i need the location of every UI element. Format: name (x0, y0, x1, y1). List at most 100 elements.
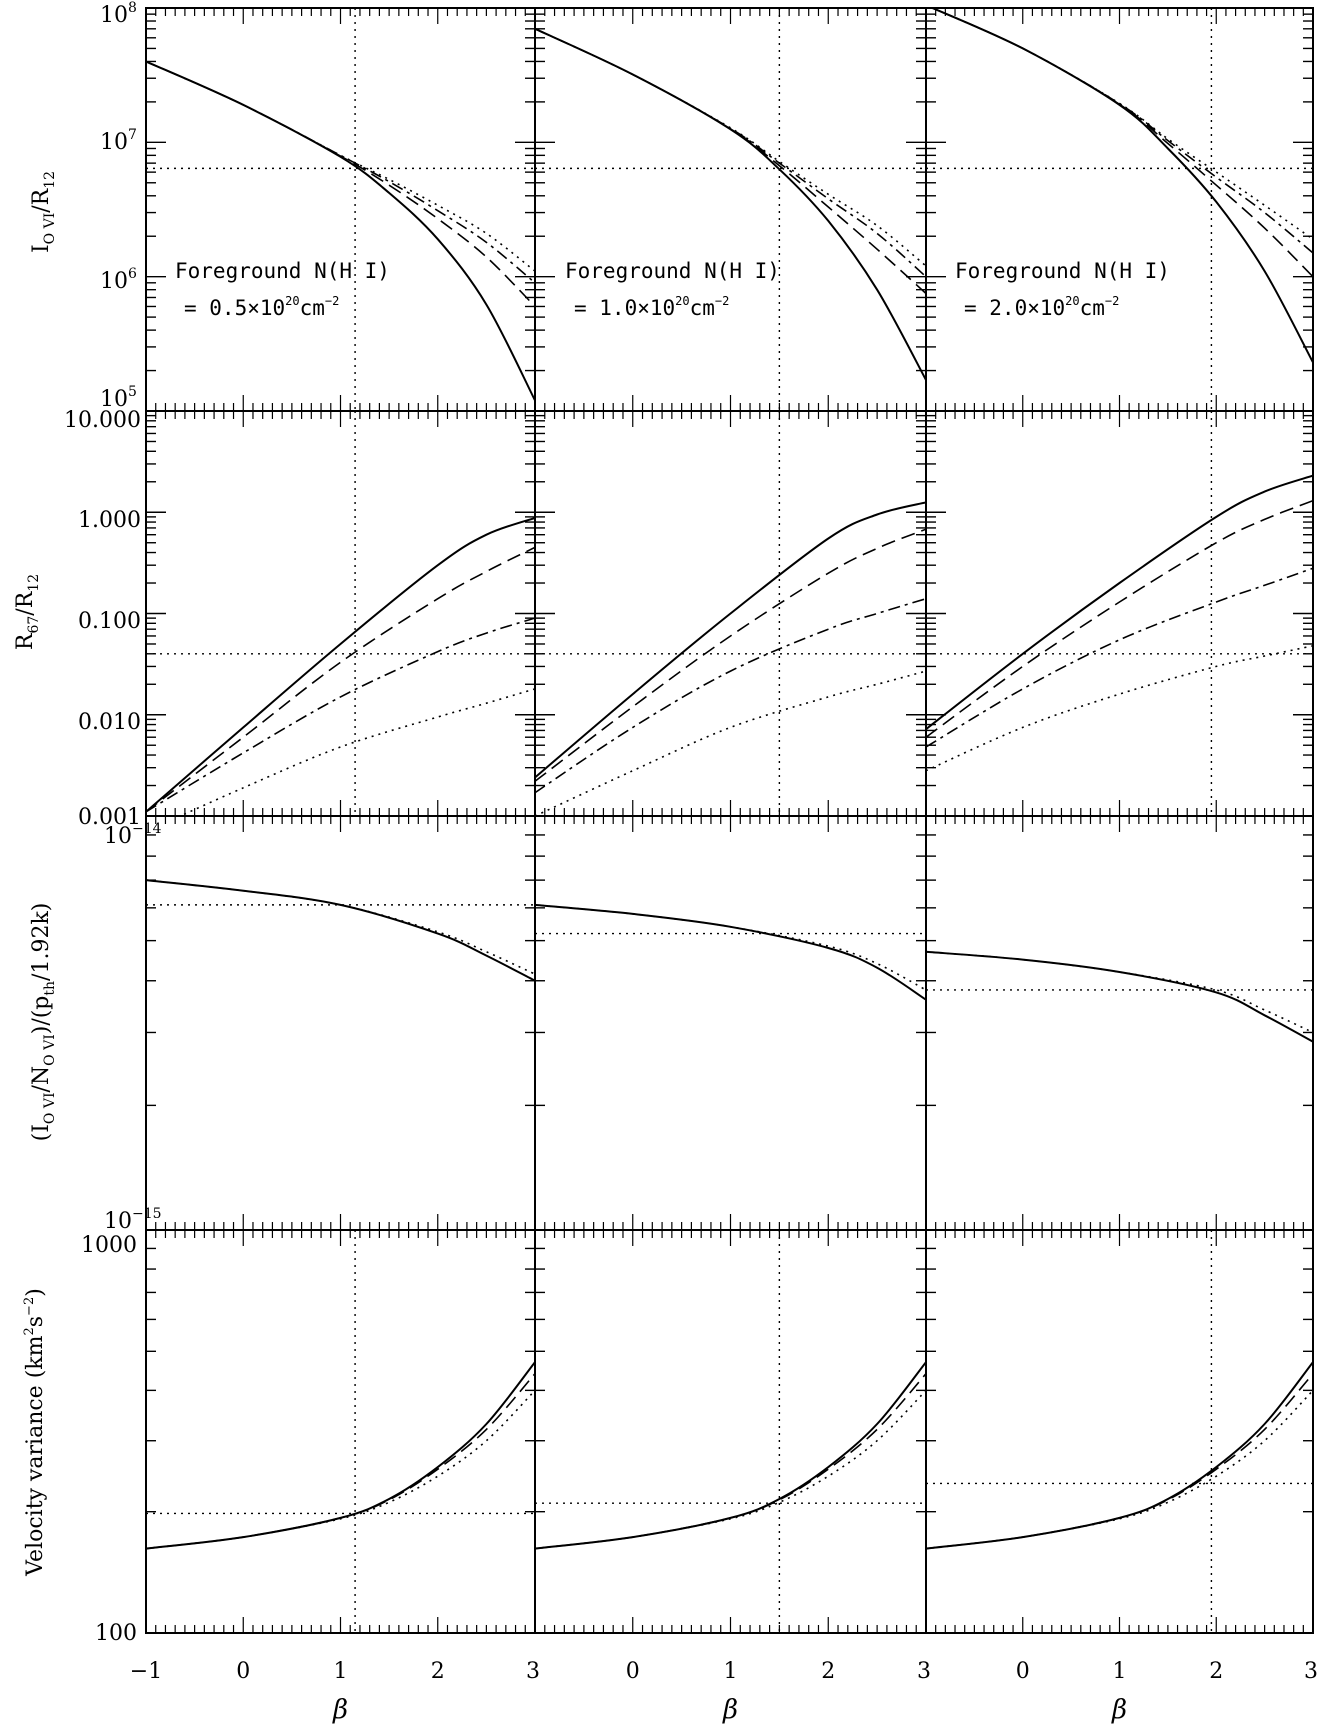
series-dot-line (178, 688, 535, 816)
y-tick-label: 107 (100, 127, 137, 155)
series-solid-line (146, 1361, 535, 1550)
series-solid-line (535, 501, 926, 779)
y-tick-label: 10−14 (104, 821, 162, 849)
y-axis-title-pressure: (IO VI/NO VI)/(pth/1.92k) (29, 903, 58, 1142)
series-solid-line (926, 474, 1313, 730)
series-dot-line (926, 645, 1313, 772)
panel-curves-r3-c3 (926, 950, 1313, 1043)
y-tick-label: 10−15 (104, 1206, 162, 1234)
series-dot-line (535, 1389, 926, 1550)
y-tick-label: 0.100 (78, 609, 141, 634)
series-dashdot-line (930, 8, 1313, 254)
x-axis-title: β (332, 1695, 348, 1725)
x-tick-label: 2 (431, 1659, 445, 1684)
y-tick-label: 108 (100, 0, 137, 28)
series-dot-line (146, 1389, 535, 1550)
panel-curves-r4-c3 (926, 1361, 1313, 1550)
panel-frame-r2-c3 (925, 410, 1314, 817)
panel-frame-r4-c1 (145, 1229, 536, 1634)
y-axis-title-ratio: R67/R12 (13, 574, 42, 650)
series-solid-line (926, 950, 1313, 1043)
series-dash-line (146, 1373, 535, 1550)
x-tick-label: 1 (724, 1659, 738, 1684)
annotation-foreground-label: Foreground N(H I) (175, 259, 390, 283)
series-dot-line (535, 904, 926, 991)
series-dash-line (535, 528, 926, 782)
annotation-foreground-label: Foreground N(H I) (955, 259, 1170, 283)
panel-curves-r4-c1 (146, 1361, 535, 1550)
panel-frame-r3-c3 (925, 815, 1314, 1231)
panel-frame-r1-c3 (925, 7, 1314, 412)
panel-curves-r4-c2 (535, 1361, 926, 1550)
series-solid-line (146, 60, 535, 401)
panel-curves-r3-c2 (535, 903, 926, 1001)
x-axis-title: β (1111, 1695, 1127, 1725)
series-dash-line (926, 1373, 1313, 1550)
y-axis-title-intensity: IO VI/R12 (29, 171, 58, 253)
panel-curves-r3-c1 (146, 879, 535, 982)
x-tick-label: 3 (1304, 1659, 1318, 1684)
annotation-foreground-value: = 2.0×1020cm−2 (964, 294, 1119, 320)
panel-frame-r4-c2 (534, 1229, 927, 1634)
y-axis-title-velocity: Velocity variance (km2s−2) (22, 1288, 48, 1577)
panel-curves-r2-c1 (146, 516, 535, 816)
axis-labels: 10810710610510.0001.0000.1000.0100.00110… (13, 0, 1318, 1725)
x-tick-label: 3 (917, 1659, 931, 1684)
x-tick-label: 0 (1016, 1659, 1030, 1684)
x-tick-label: 2 (1209, 1659, 1223, 1684)
series-dash-line (535, 1373, 926, 1550)
series-curves (146, 8, 1313, 1550)
series-dot-line (146, 60, 535, 272)
panel-frame-r3-c2 (534, 815, 927, 1231)
x-tick-label: 0 (236, 1659, 250, 1684)
panel-frame-r4-c3 (925, 1229, 1314, 1634)
y-tick-label: 0.010 (78, 710, 141, 735)
series-dot-line (930, 8, 1313, 240)
series-dashdot-line (535, 28, 926, 278)
y-tick-label: 1.000 (78, 508, 141, 533)
panel-curves-r1-c1 (146, 60, 535, 401)
panel-curves-r1-c2 (535, 27, 926, 381)
series-dashdot-line (926, 567, 1313, 748)
series-dash-line (146, 60, 535, 308)
series-dot-line (535, 670, 926, 816)
y-tick-label: 10.000 (64, 408, 141, 433)
series-dot-line (926, 951, 1313, 1034)
panel-frame-r3-c1 (145, 815, 536, 1231)
y-tick-label: 105 (100, 384, 137, 412)
series-solid-line (926, 1361, 1313, 1550)
series-solid-line (146, 879, 535, 982)
annotation-foreground-label: Foreground N(H I) (565, 259, 780, 283)
axis-ticks (145, 7, 1314, 1634)
x-tick-label: 1 (1113, 1659, 1127, 1684)
panel-curves-r1-c3 (929, 8, 1313, 363)
series-dot-line (146, 879, 535, 975)
panel-curves-r2-c2 (535, 501, 926, 816)
y-tick-label: 1000 (81, 1233, 137, 1258)
panel-curves-r2-c3 (926, 474, 1313, 772)
series-dash-line (926, 499, 1313, 738)
series-solid-line (535, 1361, 926, 1550)
panel-frame-r2-c1 (145, 410, 536, 817)
x-tick-label: 3 (526, 1659, 540, 1684)
series-dot-line (926, 1389, 1313, 1550)
x-tick-label: −1 (130, 1659, 162, 1684)
series-dash-line (146, 546, 535, 813)
series-dashdot-line (535, 597, 926, 794)
x-tick-label: 0 (626, 1659, 640, 1684)
annotation-foreground-value: = 1.0×1020cm−2 (574, 294, 729, 320)
series-dash-line (535, 28, 926, 295)
series-solid-line (535, 903, 926, 1001)
y-tick-label: 0.001 (78, 805, 141, 830)
x-tick-label: 2 (821, 1659, 835, 1684)
series-solid-line (535, 27, 926, 381)
reference-lines (146, 8, 1313, 1633)
x-axis-title: β (722, 1695, 738, 1725)
series-solid-line (146, 516, 535, 813)
y-tick-label: 100 (95, 1621, 137, 1646)
panel-frame-r1-c2 (534, 7, 927, 412)
series-dash-line (930, 8, 1313, 278)
series-dot-line (535, 28, 926, 267)
annotation-foreground-value: = 0.5×1020cm−2 (184, 294, 339, 320)
